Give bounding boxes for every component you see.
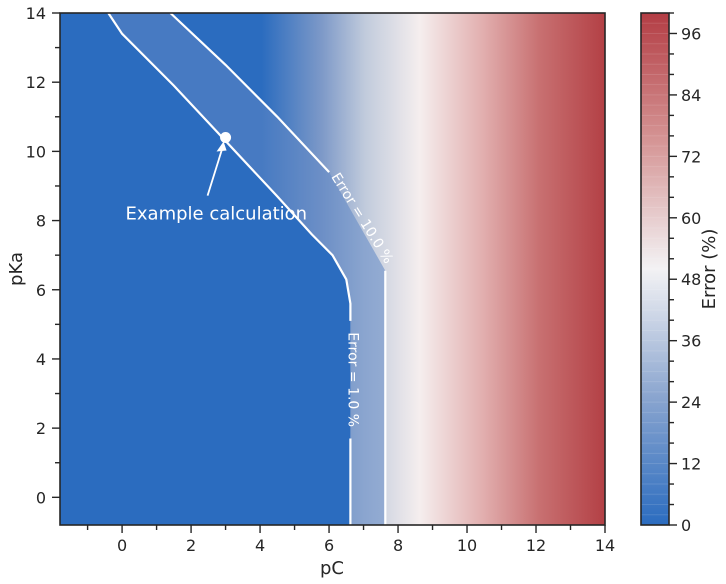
colorbar-label: Error (%) — [699, 229, 720, 310]
x-tick-label: 2 — [186, 536, 196, 555]
colorbar-tick-label: 60 — [681, 209, 701, 228]
colorbar-tick-label: 84 — [681, 86, 701, 105]
y-tick-label: 4 — [36, 350, 46, 369]
annotation: Example calculation — [126, 132, 308, 225]
colorbar-tick-label: 24 — [681, 393, 701, 412]
y-axis: 0 2 4 6 8 10 12 14 — [26, 4, 60, 507]
y-tick-label: 8 — [36, 212, 46, 231]
plot-frame — [59, 12, 606, 526]
colorbar-ticks: 0 12 24 36 48 60 72 84 96 — [669, 12, 701, 535]
y-axis-label: pKa — [6, 252, 27, 286]
plot-area — [60, 13, 605, 525]
x-tick-label: 14 — [595, 536, 615, 555]
colorbar-tick-label: 12 — [681, 455, 701, 474]
contour-line-10pct-upper — [169, 12, 330, 173]
colorbar-frame — [640, 12, 670, 526]
colorbar-tick-label: 36 — [681, 332, 701, 351]
annotation-arrow-line — [206, 147, 224, 196]
y-tick-label: 12 — [26, 73, 46, 92]
annotation-arrow-head — [216, 141, 227, 152]
colorbar-tick-label: 96 — [681, 24, 701, 43]
y-tick-label: 2 — [36, 419, 46, 438]
annotation-text: Example calculation — [126, 204, 308, 225]
y-tick-label: 14 — [26, 4, 46, 23]
y-tick-label: 6 — [36, 281, 46, 300]
example-point-marker — [220, 132, 232, 144]
x-tick-label: 0 — [117, 536, 127, 555]
x-tick-label: 8 — [393, 536, 403, 555]
x-tick-label: 6 — [324, 536, 334, 555]
colorbar-tick-label: 72 — [681, 147, 701, 166]
colorbar-fill — [641, 13, 669, 525]
y-tick-label: 10 — [26, 142, 46, 161]
low-error-region — [60, 13, 351, 525]
mid-error-band — [108, 13, 386, 525]
colorbar: 0 12 24 36 48 60 72 84 96 Error (%) — [640, 12, 720, 535]
x-axis: 0 2 4 6 8 10 12 14 — [86, 525, 615, 555]
colorbar-tick-label: 48 — [681, 270, 701, 289]
contour-line-1pct-upper — [107, 12, 352, 321]
contour-label-1pct: Error = 1.0 % — [344, 332, 360, 427]
x-tick-label: 10 — [457, 536, 477, 555]
x-tick-label: 12 — [526, 536, 546, 555]
x-tick-label: 4 — [255, 536, 265, 555]
y-tick-label: 0 — [36, 488, 46, 507]
colorbar-tick-label: 0 — [681, 516, 691, 535]
colorbar-level-lines — [641, 22, 669, 516]
x-axis-label: pC — [320, 558, 344, 579]
